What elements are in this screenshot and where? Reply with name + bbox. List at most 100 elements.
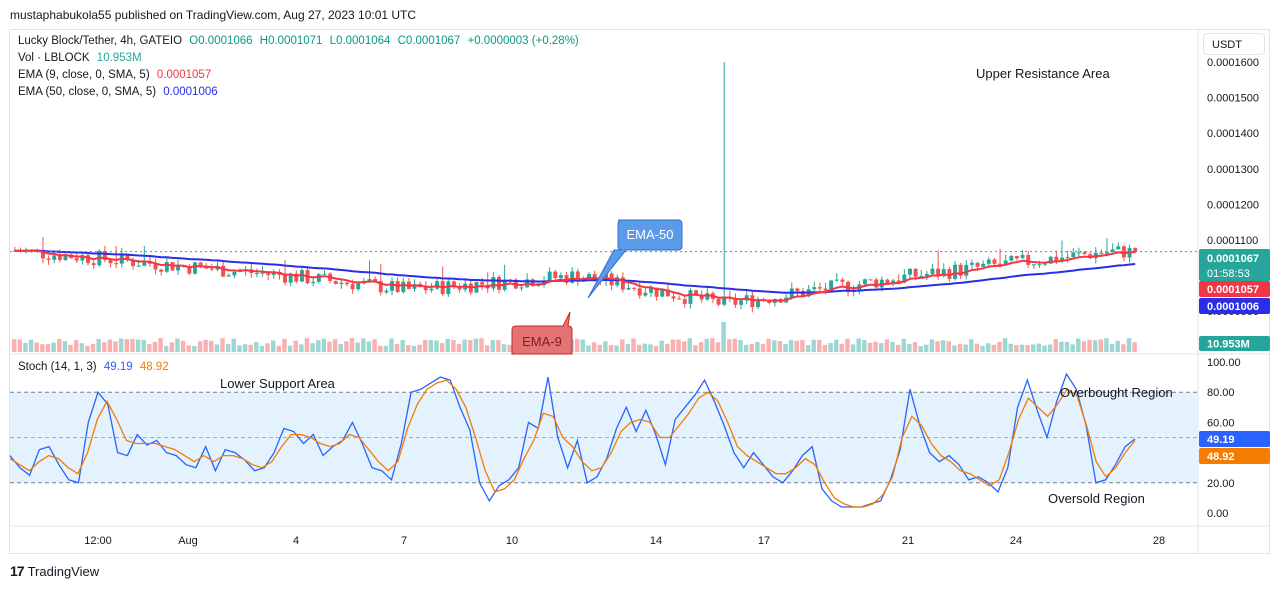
candle-body <box>198 262 203 266</box>
candle-body <box>682 299 687 304</box>
candle-body <box>1099 252 1104 254</box>
volume-bar <box>800 340 805 352</box>
volume-bar <box>135 339 141 352</box>
candle-body <box>891 280 896 284</box>
candle-body <box>266 272 271 275</box>
volume-bar <box>828 342 833 352</box>
volume-bar <box>670 339 676 352</box>
candle-body <box>384 290 389 293</box>
volume-bar <box>287 345 293 352</box>
last-price-badge-bg <box>1199 249 1270 281</box>
ema50-badge: 0.0001006 <box>1207 301 1259 313</box>
volume-bar <box>1109 344 1115 352</box>
volume-bar <box>96 339 101 352</box>
candle-body <box>575 271 580 282</box>
candle-body <box>401 281 406 293</box>
ohlc-high: H0.0001071 <box>259 35 323 47</box>
candle-body <box>294 273 299 282</box>
tradingview-logo[interactable]: 17 TradingView <box>10 563 99 579</box>
candle-body <box>378 281 383 293</box>
publish-line: mustaphabukola55 published on TradingVie… <box>10 8 417 22</box>
candle-body <box>446 281 451 295</box>
candle-body <box>131 260 136 267</box>
volume-bar <box>743 344 749 352</box>
volume-bar <box>270 340 276 352</box>
candle-body <box>1048 256 1053 264</box>
candle-body <box>547 271 552 282</box>
volume-bar <box>1053 339 1058 352</box>
candle-body <box>1043 263 1048 265</box>
volume-bar <box>1019 344 1025 352</box>
volume-bar <box>445 338 450 352</box>
volume-bar <box>456 343 462 352</box>
candle-body <box>232 271 237 276</box>
candle-body <box>733 297 738 305</box>
volume-bar <box>45 344 51 352</box>
volume-bar <box>856 338 861 352</box>
volume-bar <box>946 341 952 352</box>
volume-bar <box>1031 344 1036 352</box>
price-tick-label: 0.0001500 <box>1207 93 1259 105</box>
volume-bar <box>659 340 664 352</box>
candle-body <box>193 262 197 274</box>
candle-body <box>536 285 541 287</box>
ema9-line <box>14 249 1136 302</box>
ohlc-open: O0.0001066 <box>189 35 253 47</box>
ohlc-low: L0.0001064 <box>329 35 391 47</box>
volume-bar <box>1042 345 1047 352</box>
volume-bar <box>755 341 760 352</box>
ema9-legend: EMA (9, close, 0, SMA, 5) 0.0001057 <box>18 69 215 81</box>
candle-body <box>316 274 321 282</box>
volume-bar <box>1081 341 1087 352</box>
candle-body <box>142 261 147 266</box>
ema50-callout-box <box>587 219 683 299</box>
candle-body <box>1020 254 1025 259</box>
volume-bar <box>710 338 715 352</box>
candle-body <box>936 268 941 277</box>
time-tick-label: 10 <box>506 535 518 547</box>
candle-body <box>451 281 456 287</box>
stoch-k-line <box>9 372 1136 508</box>
volume-bar <box>822 344 828 352</box>
stoch-k-value: 49.19 <box>103 361 133 373</box>
candle-body <box>1026 254 1031 265</box>
volume-bar <box>355 342 360 352</box>
volume-bar <box>304 338 310 352</box>
volume-bar <box>1092 340 1098 352</box>
candle-body <box>677 298 682 300</box>
volume-badge: 10.953M <box>1207 339 1250 351</box>
candle-body <box>958 264 963 276</box>
candle-body <box>908 268 912 275</box>
time-tick-label: Aug <box>178 535 198 547</box>
candle-body <box>941 269 946 277</box>
volume-bar <box>473 338 479 352</box>
candle-body <box>840 279 845 282</box>
volume-bar <box>349 338 355 352</box>
candle-body <box>1009 255 1014 261</box>
currency-button[interactable]: USDT <box>1203 33 1265 55</box>
volume-bar <box>417 344 422 352</box>
volume-bar <box>23 342 28 352</box>
volume-bar <box>614 345 619 352</box>
candle-body <box>558 275 563 278</box>
candle-body <box>260 272 265 274</box>
candle-body <box>333 280 338 285</box>
volume-bar <box>361 338 366 352</box>
candle-body <box>63 254 68 261</box>
volume-bar <box>164 345 169 352</box>
candle-body <box>159 269 164 272</box>
volume-bar <box>17 339 23 352</box>
candle-body <box>705 293 710 300</box>
ema9-callout-box <box>511 311 573 355</box>
volume-bar <box>817 339 822 352</box>
candle-body <box>530 279 535 287</box>
volume-bar <box>439 343 445 352</box>
volume-bar <box>276 345 282 352</box>
candle-body <box>114 263 119 265</box>
candle-body <box>868 279 873 281</box>
candle-body <box>350 284 355 290</box>
price-tick-label: 0.0001100 <box>1207 235 1258 247</box>
volume-bar <box>248 344 253 352</box>
candle-body <box>226 275 231 277</box>
